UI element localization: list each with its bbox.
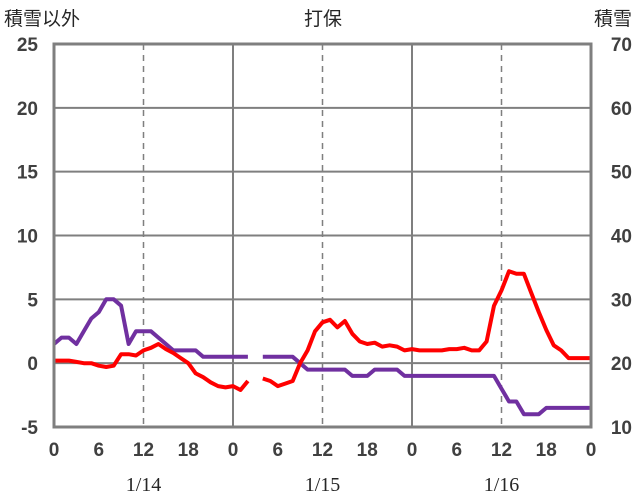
date-labels: 1/14 1/15 1/16 (126, 474, 520, 496)
x-tick-label: 0 (49, 440, 60, 461)
right-tick-label: 50 (611, 163, 632, 184)
left-tick-label: -5 (21, 418, 38, 439)
date-label: 1/15 (305, 474, 341, 496)
x-tick-label: 0 (228, 440, 239, 461)
left-tick-label: 5 (27, 290, 38, 311)
right-tick-label: 70 (611, 35, 632, 56)
right-tick-label: 10 (611, 418, 632, 439)
x-tick-label: 12 (491, 440, 512, 461)
x-axis-ticks: 0 6 12 18 0 6 12 18 0 6 12 18 0 (49, 440, 597, 461)
series-line-2 (54, 269, 591, 392)
right-axis-ticks: 70 60 50 40 30 20 10 (611, 35, 632, 439)
left-tick-label: 20 (17, 99, 38, 120)
chart-title: 打保 (304, 8, 342, 30)
x-tick-label: 18 (357, 440, 378, 461)
date-label: 1/16 (484, 474, 520, 496)
x-tick-label: 12 (312, 440, 333, 461)
right-tick-label: 30 (611, 290, 632, 311)
right-tick-label: 40 (611, 227, 632, 248)
x-tick-label: 0 (586, 440, 597, 461)
x-tick-label: 0 (407, 440, 418, 461)
x-tick-label: 6 (93, 440, 104, 461)
plot-frame (52, 42, 593, 429)
date-label: 1/14 (126, 474, 162, 496)
x-tick-label: 18 (536, 440, 557, 461)
left-tick-label: 15 (17, 163, 39, 184)
right-axis-title: 積雪 (594, 8, 632, 30)
series-line-1 (52, 297, 591, 417)
left-tick-label: 10 (17, 227, 38, 248)
x-tick-label: 6 (272, 440, 283, 461)
left-axis-title: 積雪以外 (4, 8, 80, 30)
right-tick-label: 20 (611, 354, 632, 375)
x-tick-label: 12 (133, 440, 154, 461)
left-tick-label: 0 (27, 354, 38, 375)
left-tick-label: 25 (17, 35, 39, 56)
x-tick-label: 6 (451, 440, 462, 461)
right-tick-label: 60 (611, 99, 632, 120)
x-tick-label: 18 (178, 440, 199, 461)
left-axis-ticks: 25 20 15 10 5 0 -5 (17, 35, 39, 439)
series-lines (52, 269, 591, 417)
